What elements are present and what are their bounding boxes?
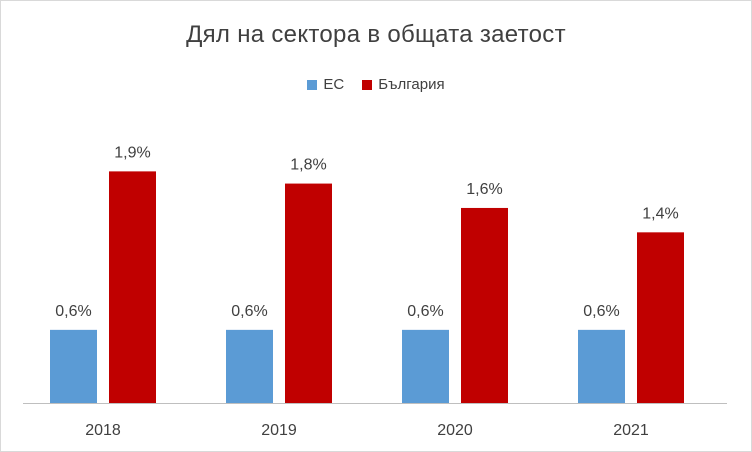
legend: ЕС България (1, 76, 751, 93)
bar-eu-2019 (226, 329, 273, 403)
bar-bulgaria-2019 (285, 183, 332, 403)
bar-bulgaria-2018 (109, 171, 156, 403)
data-label-eu-2019: 0,6% (231, 303, 267, 320)
x-tick-label-2021: 2021 (613, 422, 649, 439)
data-label-bulgaria-2018: 1,9% (114, 144, 150, 161)
x-tick-label-2019: 2019 (261, 422, 297, 439)
legend-item-eu: ЕС (307, 76, 344, 93)
legend-label-bulgaria: България (378, 76, 445, 93)
legend-item-bulgaria: България (362, 76, 445, 93)
data-label-eu-2021: 0,6% (583, 303, 619, 320)
legend-swatch-eu (307, 79, 318, 90)
bar-bulgaria-2020 (461, 207, 508, 403)
data-label-eu-2018: 0,6% (55, 303, 91, 320)
data-label-bulgaria-2019: 1,8% (290, 157, 326, 174)
bar-bulgaria-2021 (637, 232, 684, 403)
data-label-bulgaria-2020: 1,6% (466, 181, 502, 198)
legend-label-eu: ЕС (323, 76, 345, 93)
chart-title: Дял на сектора в общата заетост (186, 21, 566, 48)
x-tick-label-2018: 2018 (85, 422, 121, 439)
x-tick-label-2020: 2020 (437, 422, 473, 439)
data-label-eu-2020: 0,6% (407, 303, 443, 320)
bar-eu-2020 (402, 329, 449, 403)
bar-eu-2018 (50, 329, 97, 403)
bar-eu-2021 (578, 329, 625, 403)
data-label-bulgaria-2021: 1,4% (642, 205, 678, 222)
legend-swatch-bulgaria (362, 79, 373, 90)
